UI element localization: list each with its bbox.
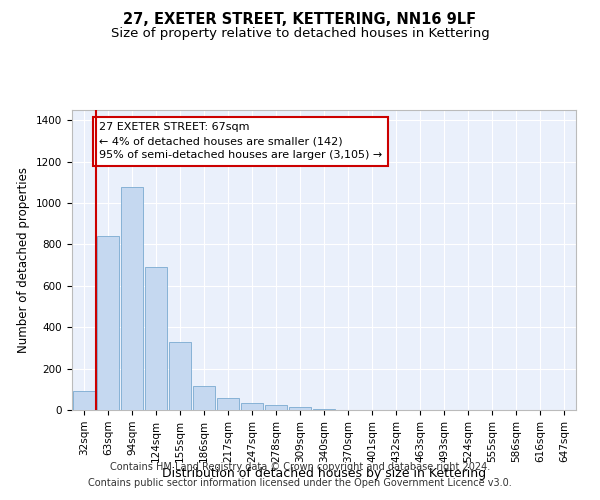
Text: 27 EXETER STREET: 67sqm
← 4% of detached houses are smaller (142)
95% of semi-de: 27 EXETER STREET: 67sqm ← 4% of detached… xyxy=(99,122,382,160)
Text: Size of property relative to detached houses in Kettering: Size of property relative to detached ho… xyxy=(110,28,490,40)
Bar xyxy=(289,407,311,410)
Text: Contains HM Land Registry data © Crown copyright and database right 2024.: Contains HM Land Registry data © Crown c… xyxy=(110,462,490,472)
Bar xyxy=(265,405,287,410)
X-axis label: Distribution of detached houses by size in Kettering: Distribution of detached houses by size … xyxy=(162,468,486,480)
Bar xyxy=(193,386,215,410)
Bar xyxy=(241,403,263,410)
Bar xyxy=(169,342,191,410)
Text: 27, EXETER STREET, KETTERING, NN16 9LF: 27, EXETER STREET, KETTERING, NN16 9LF xyxy=(124,12,476,28)
Text: Contains public sector information licensed under the Open Government Licence v3: Contains public sector information licen… xyxy=(88,478,512,488)
Y-axis label: Number of detached properties: Number of detached properties xyxy=(17,167,31,353)
Bar xyxy=(313,409,335,410)
Bar xyxy=(217,398,239,410)
Bar xyxy=(97,236,119,410)
Bar xyxy=(145,267,167,410)
Bar xyxy=(121,186,143,410)
Bar xyxy=(73,392,95,410)
